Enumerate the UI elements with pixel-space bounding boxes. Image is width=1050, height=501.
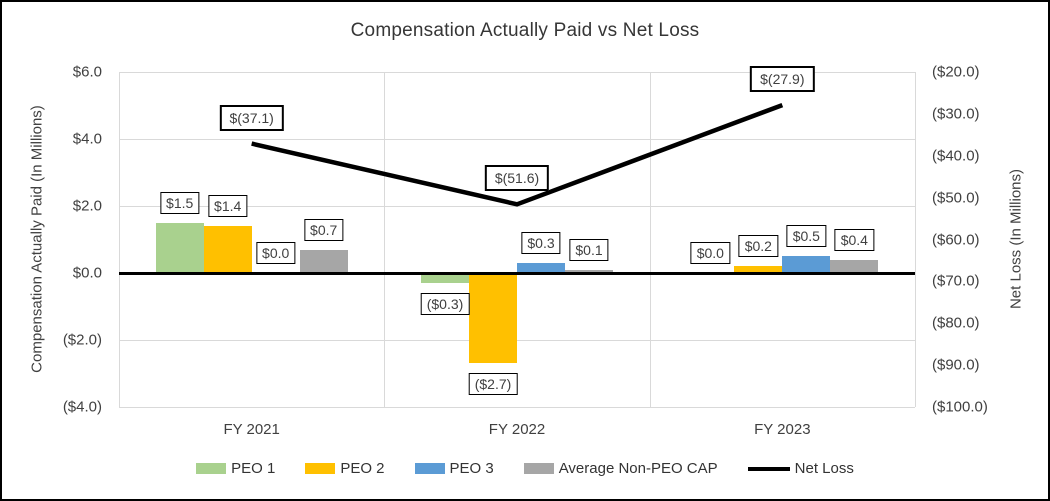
left-axis-tick: $0.0 [72, 264, 102, 282]
legend-label: Net Loss [794, 460, 854, 477]
bar-peo-2 [734, 266, 783, 273]
bar-average-non-peo-cap [565, 269, 613, 273]
data-label: $0.2 [738, 235, 778, 258]
right-axis-tick: ($20.0) [932, 63, 980, 81]
data-label: $0.0 [256, 242, 296, 264]
left-axis-tick: $4.0 [72, 130, 102, 148]
data-label: $0.7 [304, 218, 344, 241]
gridline-vertical [649, 72, 651, 407]
right-axis-tick: ($90.0) [932, 356, 980, 374]
gridline-horizontal [119, 139, 915, 140]
chart-title: Compensation Actually Paid vs Net Loss [350, 20, 700, 41]
gridline-vertical [915, 72, 916, 407]
gridline-horizontal [119, 407, 915, 408]
category-label: FY 2023 [754, 421, 811, 438]
net-loss-line [251, 102, 784, 207]
legend-color-swatch [305, 463, 336, 474]
data-label: $0.4 [834, 228, 874, 251]
legend-label: Average Non-PEO CAP [558, 460, 718, 477]
net-loss-data-label: $(37.1) [219, 104, 284, 131]
gridline-vertical [384, 72, 386, 407]
legend-line-swatch [747, 466, 790, 471]
left-axis-tick: $2.0 [72, 197, 102, 215]
legend-color-swatch [523, 463, 554, 474]
right-axis-tick: ($40.0) [932, 147, 980, 165]
right-axis-title: Net Loss (In Millions) [1007, 168, 1025, 310]
left-axis-tick: ($2.0) [62, 331, 102, 349]
bar-average-non-peo-cap [830, 259, 879, 273]
legend-item-peo-1: PEO 1 [196, 460, 275, 477]
right-axis-tick: ($100.0) [932, 398, 988, 416]
right-axis-tick: ($30.0) [932, 105, 980, 123]
legend-color-swatch [414, 463, 445, 474]
category-label: FY 2021 [223, 421, 280, 438]
data-label: $1.4 [208, 195, 248, 218]
legend-item-peo-3: PEO 3 [414, 460, 494, 477]
data-label: $0.1 [569, 238, 609, 261]
legend-label: PEO 1 [231, 460, 276, 477]
bar-peo-1 [421, 273, 469, 284]
gridline-vertical [119, 72, 120, 407]
data-label: $0.0 [690, 242, 730, 264]
legend-label: PEO 3 [449, 460, 494, 477]
bar-average-non-peo-cap [299, 249, 348, 273]
left-axis-tick: $6.0 [72, 63, 102, 81]
bar-peo-2 [203, 226, 252, 273]
zero-axis-line [119, 272, 915, 275]
net-loss-data-label: $(27.9) [750, 66, 815, 93]
data-label: ($0.3) [420, 293, 470, 316]
bar-peo-1 [155, 222, 204, 273]
data-label: ($2.7) [468, 373, 518, 396]
gridline-horizontal [119, 340, 915, 341]
gridline-horizontal [119, 72, 915, 73]
legend-item-average-non-peo-cap: Average Non-PEO CAP [523, 460, 718, 477]
bar-peo-2 [469, 273, 517, 364]
right-axis-tick: ($70.0) [932, 272, 980, 290]
right-axis-tick: ($50.0) [932, 189, 980, 207]
right-axis-tick: ($80.0) [932, 314, 980, 332]
bar-peo-3 [782, 256, 831, 273]
data-label: $1.5 [160, 191, 200, 214]
category-label: FY 2022 [488, 421, 546, 438]
left-axis-tick: ($4.0) [62, 398, 102, 416]
chart-legend: PEO 1 PEO 2 PEO 3 Average Non-PEO CAP Net Lo… [2, 460, 1048, 477]
legend-item-net-loss: Net Loss [747, 460, 854, 477]
legend-label: PEO 2 [340, 460, 385, 477]
net-loss-data-label: $(51.6) [484, 165, 550, 192]
bar-peo-3 [517, 262, 565, 273]
legend-color-swatch [196, 463, 227, 474]
right-axis-tick: ($60.0) [932, 231, 980, 248]
legend-item-peo-2: PEO 2 [305, 460, 385, 477]
data-label: $0.5 [786, 225, 826, 248]
data-label: $0.3 [521, 231, 561, 254]
